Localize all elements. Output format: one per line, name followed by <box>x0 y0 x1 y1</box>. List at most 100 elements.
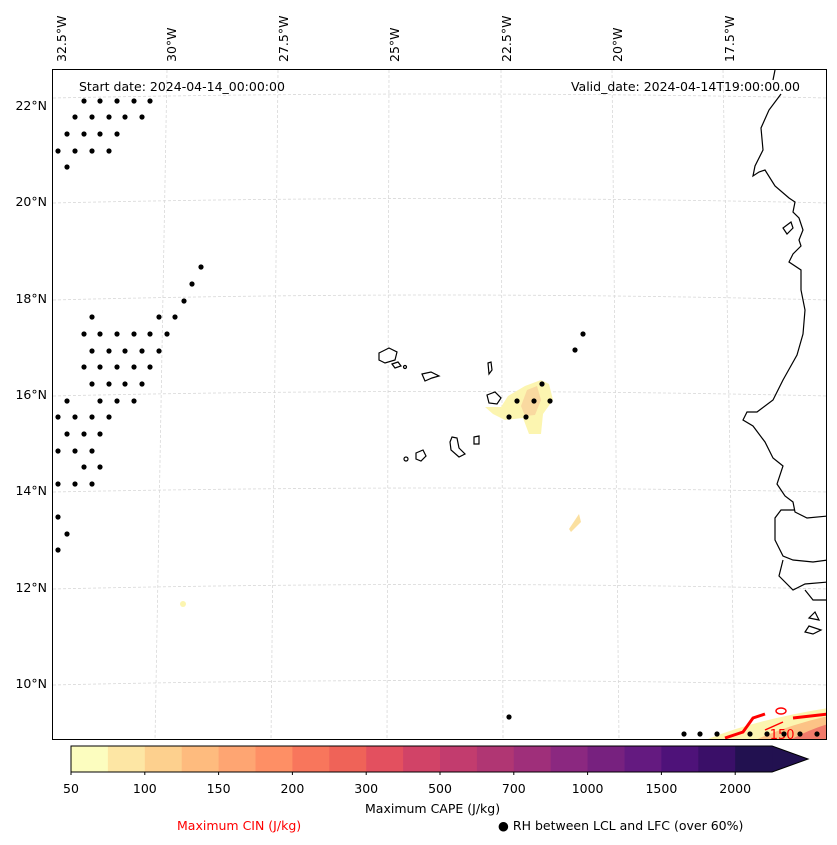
island-fogo <box>415 449 427 462</box>
lat-tick-label: 18°N <box>15 291 47 306</box>
rh-dot <box>114 364 120 370</box>
rh-dot <box>106 414 112 420</box>
rh-dot <box>147 98 153 104</box>
lat-tick-label: 22°N <box>15 98 47 113</box>
cape-area-low <box>485 380 553 434</box>
rh-legend: ● RH between LCL and LFC (over 60%) <box>498 818 743 833</box>
start-date-label: Start date: 2024-04-14_00:00:00 <box>79 79 285 94</box>
colorbar-segment <box>366 746 404 772</box>
colorbar-segment <box>698 746 736 772</box>
rh-dot <box>72 148 78 154</box>
colorbar-title: Maximum CAPE (J/kg) <box>365 801 501 816</box>
rh-dot <box>64 398 70 404</box>
rh-dot <box>81 98 87 104</box>
rh-dot <box>714 731 720 737</box>
colorbar-tick-label: 200 <box>280 781 305 796</box>
rh-dot <box>139 381 145 387</box>
rh-dot <box>89 148 95 154</box>
colorbar-tick-label: 300 <box>354 781 379 796</box>
rh-dot <box>198 264 204 270</box>
rh-dot <box>81 331 87 337</box>
parallel-line <box>53 487 826 493</box>
lon-tick-label: 17.5°W <box>722 15 737 62</box>
colorbar-tick-label: 1000 <box>571 781 604 796</box>
meridian-line <box>154 70 168 739</box>
rh-dot <box>139 348 145 354</box>
cape-area-strip <box>569 514 581 532</box>
colorbar-tick-label: 50 <box>63 781 79 796</box>
island-santa-luzia <box>402 364 408 370</box>
cape-shading <box>180 380 826 739</box>
parallel-line <box>53 584 826 590</box>
island-brava <box>403 456 409 462</box>
rh-dot <box>97 364 103 370</box>
meridian-line <box>386 70 390 739</box>
rh-dot <box>89 114 95 120</box>
rh-dot <box>164 331 170 337</box>
rh-dot <box>572 347 578 353</box>
rh-dot <box>156 314 162 320</box>
rh-dot <box>81 364 87 370</box>
cin-contours: -150 <box>724 707 826 739</box>
rh-dot <box>97 464 103 470</box>
rh-dot <box>72 114 78 120</box>
rh-dot <box>97 131 103 137</box>
rh-dot <box>131 398 137 404</box>
cape-colorbar <box>70 745 810 775</box>
colorbar-outline <box>70 745 810 773</box>
coast-island <box>807 610 821 621</box>
rh-dot <box>81 464 87 470</box>
map-canvas[interactable]: -150 <box>53 70 827 740</box>
rh-dot <box>64 164 70 170</box>
rh-dot <box>514 398 520 404</box>
cin-legend-label: Maximum CIN (J/kg) <box>177 818 302 833</box>
colorbar-tick-label: 150 <box>206 781 231 796</box>
colorbar-tick-label: 2000 <box>719 781 752 796</box>
cin-contour-line <box>724 712 766 739</box>
map-panel[interactable]: -150 Start date: 2024-04-14_00:00:00 Val… <box>52 69 827 740</box>
rh-dot <box>523 414 529 420</box>
rh-dot <box>122 114 128 120</box>
africa-coastline <box>742 70 826 601</box>
rh-marker-icon: ● <box>498 818 509 833</box>
rh-dot <box>139 114 145 120</box>
colorbar-segment <box>218 746 256 772</box>
lat-tick-label: 14°N <box>15 483 47 498</box>
coast-island <box>782 221 794 235</box>
rh-dot <box>106 348 112 354</box>
colorbar-segment <box>735 746 773 772</box>
lon-tick-label: 27.5°W <box>276 15 291 62</box>
colorbar-segment <box>550 746 589 772</box>
rh-dot <box>147 364 153 370</box>
rh-dot <box>55 481 61 487</box>
island-maio <box>473 435 480 445</box>
rh-dot <box>114 131 120 137</box>
lat-tick-label: 10°N <box>15 676 47 691</box>
rh-dot <box>64 531 70 537</box>
colorbar-tick-label: 1500 <box>645 781 678 796</box>
rh-dot <box>131 331 137 337</box>
island-santo-antao <box>378 347 398 364</box>
colorbar-segment <box>181 746 220 772</box>
rh-dot <box>64 431 70 437</box>
colorbar-segment <box>661 746 699 772</box>
rh-dot <box>131 364 137 370</box>
rh-dot <box>122 381 128 387</box>
rh-dot <box>506 714 512 720</box>
colorbar-tick-label: 500 <box>428 781 452 796</box>
colorbar-segment <box>292 746 330 772</box>
rh-dot <box>55 148 61 154</box>
colorbar-segment <box>329 746 367 772</box>
lat-tick-label: 20°N <box>15 194 47 209</box>
rh-dot <box>181 298 187 304</box>
rh-dot <box>814 731 820 737</box>
rh-dot <box>114 98 120 104</box>
rh-dot <box>97 431 103 437</box>
island-sao-vicente <box>391 361 402 369</box>
lat-tick-label: 12°N <box>15 580 47 595</box>
lon-tick-label: 32.5°W <box>54 15 69 62</box>
rh-dot <box>106 381 112 387</box>
rh-dot <box>89 448 95 454</box>
lon-tick-label: 22.5°W <box>499 15 514 62</box>
colorbar-segment <box>255 746 293 772</box>
